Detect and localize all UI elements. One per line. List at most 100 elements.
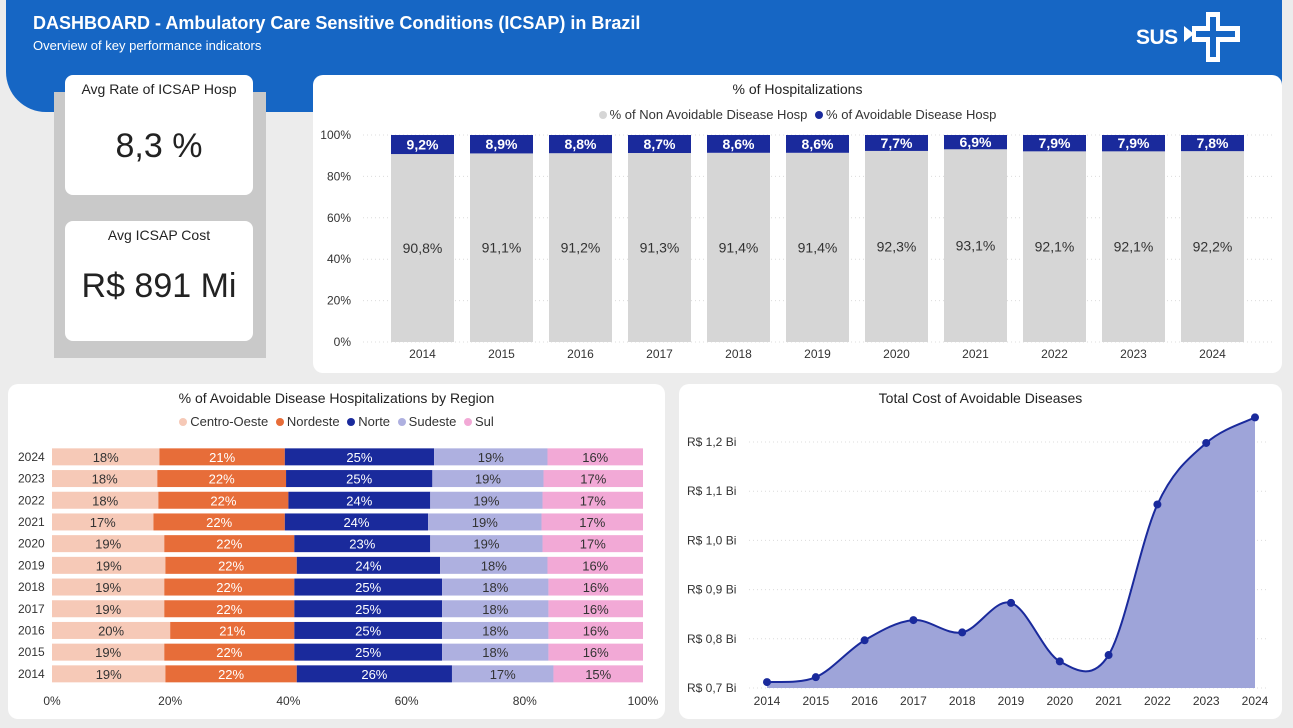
bar-segment-centro-oeste: [52, 535, 165, 553]
data-label: 16%: [583, 602, 609, 617]
bar-avoidable: [944, 135, 1007, 150]
data-label: 22%: [216, 645, 242, 660]
data-label: 22%: [209, 472, 235, 487]
legend-item-nordeste[interactable]: Nordeste: [275, 414, 340, 429]
region-chart-card: % of Avoidable Disease Hospitalizations …: [8, 384, 665, 719]
data-label: 25%: [355, 645, 381, 660]
data-label: 16%: [582, 450, 608, 465]
y-tick-label: R$ 0,9 Bi: [687, 583, 736, 597]
bar-segment-norte: [284, 513, 429, 531]
bar-segment-nordeste: [164, 578, 295, 596]
data-label: 22%: [218, 667, 244, 682]
data-label-non-avoidable: 91,3%: [640, 240, 680, 256]
data-label: 18%: [482, 602, 508, 617]
cost-chart-card: Total Cost of Avoidable Diseases R$ 0,7 …: [679, 384, 1282, 719]
bar-segment-sudeste: [442, 621, 549, 639]
bar-avoidable: [470, 135, 533, 154]
hospitalizations-chart-card: % of Hospitalizations % of Non Avoidable…: [313, 75, 1282, 373]
data-label-avoidable: 9,2%: [407, 137, 439, 153]
bar-segment-norte: [294, 600, 443, 618]
data-label-non-avoidable: 91,4%: [719, 239, 759, 255]
data-label: 25%: [346, 450, 372, 465]
data-label: 16%: [583, 645, 609, 660]
bar-segment-norte: [294, 578, 443, 596]
legend-item-sudeste[interactable]: Sudeste: [397, 414, 457, 429]
bar-segment-centro-oeste: [52, 470, 158, 488]
bar-segment-centro-oeste: [52, 556, 166, 574]
x-tick-label: 2022: [1144, 694, 1171, 708]
bar-segment-sudeste: [451, 665, 554, 683]
bar-segment-norte: [294, 643, 443, 661]
data-label: 15%: [585, 667, 611, 682]
hospitalizations-legend: % of Non Avoidable Disease Hosp % of Avo…: [313, 107, 1282, 122]
bar-segment-norte: [284, 448, 435, 466]
bar-segment-sul: [553, 665, 643, 683]
data-label-avoidable: 7,8%: [1197, 135, 1229, 151]
data-label-avoidable: 8,7%: [644, 136, 676, 152]
bar-segment-nordeste: [159, 448, 285, 466]
bar-segment-nordeste: [170, 621, 295, 639]
data-label-avoidable: 8,9%: [486, 136, 518, 152]
data-point: [763, 678, 771, 687]
x-tick-label: 80%: [513, 694, 537, 708]
legend-label: Sul: [475, 414, 494, 429]
bar-non-avoidable: [549, 153, 612, 342]
legend-dot: [179, 418, 188, 426]
data-point: [860, 636, 869, 645]
bar-segment-centro-oeste: [52, 448, 160, 466]
data-label: 19%: [95, 537, 121, 552]
y-tick-label: 2015: [18, 645, 45, 659]
data-label: 22%: [216, 602, 242, 617]
kpi-cost-label: Avg ICSAP Cost: [107, 227, 211, 243]
data-label: 22%: [216, 537, 242, 552]
data-label: 17%: [580, 472, 606, 487]
y-tick-label: 80%: [327, 169, 351, 183]
legend-label: % of Non Avoidable Disease Hosp: [609, 107, 808, 122]
y-tick-label: 2018: [18, 580, 45, 594]
bar-segment-centro-oeste: [52, 643, 165, 661]
bar-segment-sudeste: [430, 535, 543, 553]
legend-item-centro-oeste[interactable]: Centro-Oeste: [179, 414, 268, 429]
data-label: 24%: [346, 493, 372, 508]
bar-segment-sudeste: [428, 513, 542, 531]
data-label: 22%: [216, 580, 242, 595]
legend-item-non-avoidable[interactable]: % of Non Avoidable Disease Hosp: [598, 107, 808, 122]
x-tick-label: 2016: [851, 694, 878, 708]
bar-segment-centro-oeste: [52, 578, 165, 596]
data-label-avoidable: 8,6%: [723, 136, 755, 152]
data-label: 22%: [210, 493, 236, 508]
data-label-non-avoidable: 91,2%: [561, 240, 601, 256]
data-label: 19%: [96, 558, 122, 573]
data-label-non-avoidable: 92,3%: [877, 238, 917, 254]
data-label: 17%: [90, 515, 116, 530]
data-label: 17%: [580, 493, 606, 508]
data-point: [958, 628, 967, 637]
x-tick-label: 2014: [754, 694, 781, 708]
bar-segment-norte: [288, 491, 431, 509]
data-label: 16%: [583, 580, 609, 595]
bar-segment-nordeste: [164, 600, 295, 618]
data-point: [811, 673, 820, 682]
logo-text: SUS: [1136, 26, 1178, 49]
y-tick-label: 40%: [327, 252, 351, 266]
bar-segment-nordeste: [164, 535, 295, 553]
x-tick-label: 2017: [900, 694, 927, 708]
bar-segment-norte: [294, 535, 431, 553]
data-label: 19%: [472, 515, 498, 530]
data-label: 18%: [482, 645, 508, 660]
data-label: 25%: [355, 623, 381, 638]
data-label: 19%: [475, 472, 501, 487]
legend-label: Sudeste: [408, 414, 457, 429]
x-tick-label: 2014: [409, 347, 436, 361]
data-label-non-avoidable: 91,1%: [482, 240, 522, 256]
y-tick-label: 0%: [334, 335, 352, 349]
bar-non-avoidable: [1102, 151, 1165, 342]
page-title: DASHBOARD - Ambulatory Care Sensitive Co…: [33, 13, 641, 33]
legend-item-avoidable[interactable]: % of Avoidable Disease Hosp: [815, 107, 996, 122]
data-point: [1104, 651, 1113, 660]
data-point: [909, 616, 918, 625]
data-label: 19%: [95, 602, 121, 617]
legend-item-sul[interactable]: Sul: [464, 414, 494, 429]
legend-item-norte[interactable]: Norte: [347, 414, 390, 429]
x-tick-label: 2023: [1120, 347, 1147, 361]
